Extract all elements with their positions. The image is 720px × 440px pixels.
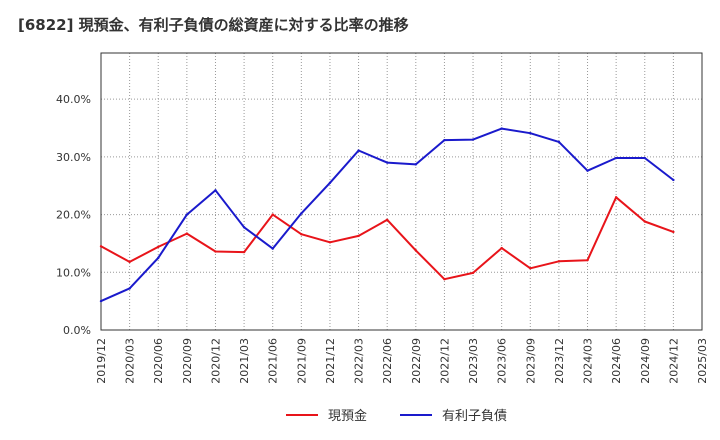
x-tick-label: 2020/06 xyxy=(152,338,165,384)
chart-title: [6822] 現預金、有利子負債の総資産に対する比率の推移 xyxy=(18,16,409,34)
data-point xyxy=(157,256,160,260)
series-group xyxy=(99,127,675,303)
data-point xyxy=(185,213,189,216)
plot-area xyxy=(100,52,703,331)
data-point xyxy=(614,196,618,199)
x-tick-label: 2022/03 xyxy=(353,338,366,384)
data-point xyxy=(328,181,332,185)
data-point xyxy=(185,232,189,235)
data-point xyxy=(471,271,475,275)
data-point xyxy=(99,299,103,303)
x-tick-label: 2023/03 xyxy=(467,338,480,384)
x-tick-label: 2022/12 xyxy=(438,338,451,384)
x-tick-label: 2024/06 xyxy=(610,338,623,384)
data-point xyxy=(414,249,418,252)
y-tick-label: 30.0% xyxy=(56,151,91,164)
data-point xyxy=(672,230,675,234)
x-tick-label: 2022/09 xyxy=(410,338,423,384)
grid xyxy=(101,53,702,330)
data-point xyxy=(328,241,332,244)
data-point xyxy=(271,247,274,250)
x-tick-label: 2021/12 xyxy=(324,338,337,384)
data-point xyxy=(385,161,389,164)
legend: 現預金 有利子負債 xyxy=(286,408,507,424)
x-tick-label: 2023/09 xyxy=(524,338,537,384)
data-point xyxy=(557,260,561,263)
x-tick-label: 2021/03 xyxy=(238,338,251,384)
data-point xyxy=(529,132,532,135)
data-point xyxy=(414,163,418,166)
data-point xyxy=(300,212,303,215)
data-point xyxy=(643,156,646,160)
data-point xyxy=(357,234,360,238)
legend-label: 有利子負債 xyxy=(442,409,507,424)
x-tick-label: 2020/09 xyxy=(181,338,194,384)
x-tick-label: 2023/12 xyxy=(553,338,566,384)
data-point xyxy=(672,178,675,182)
data-point xyxy=(214,250,217,253)
data-point xyxy=(242,250,246,254)
data-point xyxy=(357,149,360,152)
x-tick-label: 2020/12 xyxy=(209,338,222,384)
data-point xyxy=(614,156,618,160)
data-point xyxy=(586,169,589,172)
x-tick-label: 2024/09 xyxy=(639,338,652,384)
x-tick-label: 2024/12 xyxy=(667,338,680,384)
data-point xyxy=(557,140,561,144)
data-point xyxy=(500,127,503,130)
x-tick-label: 2022/06 xyxy=(381,338,394,384)
x-tick-label: 2019/12 xyxy=(95,338,108,384)
data-point xyxy=(500,246,503,250)
x-tick-label: 2020/03 xyxy=(124,338,137,384)
data-point xyxy=(529,267,532,270)
data-point xyxy=(300,233,303,236)
data-point xyxy=(443,278,446,281)
data-point xyxy=(586,258,589,262)
data-point xyxy=(471,138,475,141)
y-tick-label: 20.0% xyxy=(56,209,91,222)
data-point xyxy=(643,220,646,223)
data-point xyxy=(99,245,103,248)
data-point xyxy=(128,260,131,264)
x-tick-label: 2023/06 xyxy=(496,338,509,384)
y-axis: 0.0% 10.0% 20.0% 30.0% 40.0% xyxy=(56,93,91,337)
data-point xyxy=(443,138,446,142)
legend-label: 現預金 xyxy=(328,408,367,424)
data-point xyxy=(214,189,217,192)
data-point xyxy=(242,226,246,229)
x-tick-label: 2021/06 xyxy=(267,338,280,384)
data-point xyxy=(157,245,160,249)
y-tick-label: 40.0% xyxy=(56,93,91,106)
data-point xyxy=(128,287,131,290)
x-tick-label: 2024/03 xyxy=(582,338,595,384)
y-tick-label: 0.0% xyxy=(63,324,91,337)
x-tick-label: 2025/03 xyxy=(696,338,709,384)
x-axis: 2019/12 2020/03 2020/06 2020/09 2020/12 2021/… xyxy=(95,338,709,384)
y-tick-label: 10.0% xyxy=(56,266,91,279)
data-point xyxy=(385,218,389,221)
x-tick-label: 2021/09 xyxy=(295,338,308,384)
data-point xyxy=(271,213,274,216)
